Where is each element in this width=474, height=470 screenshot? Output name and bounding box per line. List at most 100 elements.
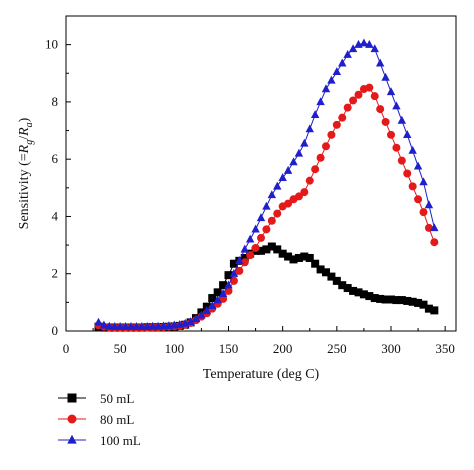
data-point [387,130,395,139]
data-point [322,268,330,277]
data-point [229,276,238,285]
plot-area-border [65,15,457,332]
x-tick-label: 300 [381,341,401,356]
x-tick-label: 250 [327,341,347,356]
series-square [94,242,439,332]
data-point [332,67,342,76]
data-point [121,321,130,330]
legend-label: 80 mL [100,412,134,427]
y-axis-title-suffix: ) [17,117,32,122]
data-point [354,90,363,99]
data-point [262,245,271,254]
data-point [245,234,255,243]
data-point [375,58,385,67]
y-tick-label: 6 [52,151,59,166]
data-point [408,297,417,306]
data-point [338,113,347,122]
data-point [338,281,347,290]
y-axis-title: Sensitivity (=Rg/Ra) [17,117,35,229]
data-point [327,130,336,139]
legend-label: 50 mL [100,391,134,406]
data-point [267,216,276,225]
y-axis: 0 2 4 6 8 10 [45,37,71,338]
data-point [99,320,109,329]
data-point [354,288,363,297]
data-point [219,281,228,290]
data-point [294,253,303,262]
data-point [403,169,412,178]
legend-item: 80 mL [58,412,134,427]
y-axis-title-prefix: Sensitivity (= [17,153,32,229]
data-point [267,242,276,251]
data-point [403,130,412,139]
data-point [397,156,406,165]
data-point [246,251,255,260]
data-point [424,200,434,209]
data-point [126,321,136,330]
data-point [191,314,201,323]
data-point [403,296,412,305]
data-point [289,157,298,166]
data-point [235,266,244,275]
data-point [376,105,385,114]
data-point [218,289,228,297]
data-point [322,142,330,151]
data-point [105,321,114,330]
series-line [98,42,435,328]
data-point [197,310,206,319]
data-point [294,192,303,201]
data-point [332,276,341,285]
data-point [311,165,320,174]
data-point [283,165,293,174]
data-point [143,321,152,330]
data-point [148,321,157,330]
data-point [132,321,141,330]
data-point [137,321,147,330]
data-point [386,87,396,96]
x-tick-label: 50 [114,341,127,356]
series-triangle [94,38,439,330]
data-point [392,101,401,110]
data-point [240,253,249,262]
data-point [289,255,298,264]
data-point [273,209,282,218]
data-point [376,294,385,303]
data-point [284,252,293,261]
y-tick-label: 8 [52,94,59,109]
data-point [300,138,309,147]
data-point [349,286,358,295]
data-point [430,306,439,315]
data-point [229,269,239,277]
data-point [316,265,325,274]
data-point [381,117,390,126]
data-point [257,233,265,242]
y-axis-title-num: R [17,144,32,154]
y-tick-label: 2 [52,266,59,281]
data-point [316,153,325,162]
y-axis-title-num-sub: g [24,140,35,145]
data-point [224,271,233,280]
data-point [240,244,249,253]
data-point [348,44,358,53]
data-point [413,161,423,170]
data-point [251,224,260,233]
legend-item: 100 mL [58,433,141,448]
data-point [256,213,266,222]
data-point [370,44,379,53]
legend-marker [67,393,77,403]
plot-frame [65,15,457,332]
data-point [392,143,401,152]
y-axis-title-den: R [17,127,32,137]
data-point [153,321,163,330]
series-line [98,245,435,329]
data-point [365,83,374,92]
data-point [273,181,282,190]
data-point [305,253,314,262]
x-tick-label: 100 [165,341,185,356]
data-point [419,177,428,186]
data-point [294,148,304,157]
data-point [343,284,352,293]
x-axis: 0 50 100 150 200 250 300 350 [63,326,455,356]
data-point [408,182,417,191]
data-point [257,246,265,255]
